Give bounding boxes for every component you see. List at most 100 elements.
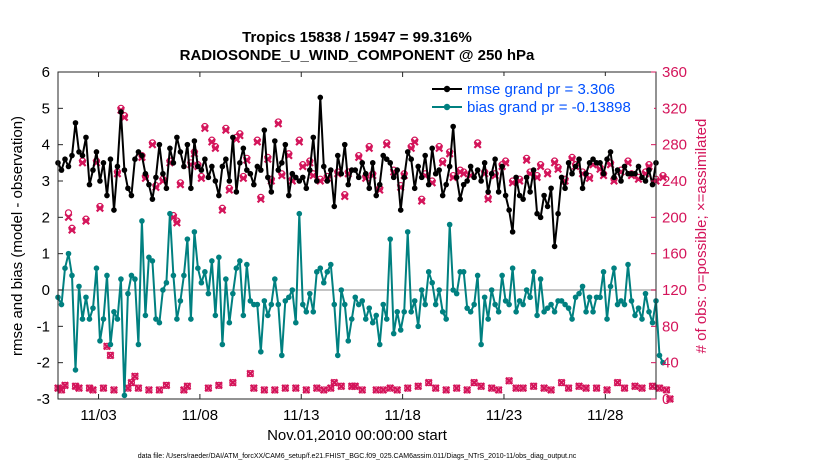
bias-point [537, 276, 544, 282]
obs-assimilated-marker [536, 162, 545, 171]
y-axis-label: rmse and bias (model - observation) [9, 116, 26, 356]
bias-point [656, 352, 663, 359]
legend-rmse-label: rmse grand pr = 3.306 [467, 81, 615, 98]
rmse-point [411, 185, 418, 192]
bias-point [331, 301, 338, 308]
obs-assimilated-marker [358, 385, 367, 394]
rmse-point [69, 152, 75, 159]
obs-assimilated-marker [302, 385, 311, 394]
obs-assimilated-marker [547, 385, 556, 394]
obs-assimilated-marker [505, 376, 514, 385]
obs-assimilated-marker [228, 378, 237, 387]
rmse-point [163, 185, 170, 192]
bias-point [362, 316, 369, 322]
obs-possible-marker [425, 379, 433, 387]
rmse-point [422, 152, 428, 159]
rmse-point [541, 192, 547, 199]
y-tick-label: 3 [42, 173, 50, 190]
rmse-point [352, 167, 359, 173]
bias-point [642, 290, 649, 297]
rmse-point [223, 156, 229, 162]
rmse-point [614, 167, 621, 173]
bias-point [177, 298, 184, 304]
obs-possible-marker [302, 386, 310, 394]
bias-point [446, 221, 453, 228]
obs-assimilated-marker [78, 158, 87, 167]
bias-point [376, 341, 383, 348]
y-tick-label: 2 [42, 209, 50, 226]
obs-assimilated-marker [326, 384, 335, 393]
bias-point [618, 298, 624, 304]
chart-title: Tropics 15838 / 15947 = 99.316% [242, 29, 472, 46]
obs-possible-marker [271, 386, 279, 394]
rmse-point [177, 149, 184, 155]
y-right-tick-label: 160 [662, 246, 687, 263]
x-tick-label: 11/03 [80, 407, 116, 424]
rmse-point [534, 210, 540, 217]
bias-point [167, 210, 173, 217]
obs-possible-marker [582, 384, 590, 392]
obs-possible-marker [505, 377, 513, 385]
bias-point [387, 236, 394, 242]
obs-possible-marker [564, 384, 573, 392]
obs-possible-marker [557, 379, 566, 387]
rmse-point [415, 163, 421, 170]
y-right-tick-label: 320 [662, 100, 687, 117]
rmse-point [572, 163, 579, 170]
rmse-point [600, 170, 607, 177]
obs-assimilated-marker [319, 385, 328, 394]
bias-point [513, 309, 519, 315]
rmse-point [195, 163, 201, 170]
obs-assimilated-marker [550, 158, 559, 167]
bias-point [348, 316, 355, 322]
obs-assimilated-marker [414, 382, 423, 391]
bias-point [628, 298, 635, 304]
obs-assimilated-marker [277, 171, 286, 180]
obs-assimilated-marker [494, 385, 503, 394]
bias-point [425, 269, 432, 275]
obs-assimilated-marker [214, 381, 223, 390]
rmse-point [604, 156, 610, 162]
rmse-point [100, 160, 107, 166]
obs-assimilated-marker [340, 192, 349, 201]
rmse-point [429, 145, 435, 152]
obs-assimilated-marker [256, 195, 265, 204]
bias-point [254, 301, 261, 308]
bias-point [355, 301, 362, 308]
obs-assimilated-marker [631, 382, 639, 391]
bias-point [191, 229, 198, 235]
rmse-point [460, 181, 467, 188]
bias-point [422, 301, 428, 308]
rmse-point [544, 203, 551, 210]
bias-point [313, 269, 320, 275]
obs-assimilated-marker [540, 384, 549, 393]
rmse-point [181, 163, 187, 170]
obs-assimilated-marker [207, 137, 216, 146]
y-right-tick-label: 280 [662, 137, 687, 154]
rmse-point [121, 167, 128, 173]
obs-possible-marker [61, 381, 69, 389]
bias-point [481, 294, 488, 301]
obs-possible-marker [292, 384, 300, 392]
obs-assimilated-marker [477, 382, 486, 391]
bias-point [324, 269, 331, 275]
rmse-point [520, 196, 526, 202]
rmse-point [369, 160, 376, 166]
rmse-point [478, 178, 484, 184]
rmse-point [611, 174, 617, 181]
bias-point [439, 309, 446, 315]
rmse-point [635, 163, 642, 170]
bias-point [293, 319, 299, 326]
bias-point [107, 341, 114, 348]
obs-possible-marker [530, 382, 538, 390]
obs-assimilated-marker [417, 197, 426, 205]
x-tick-label: 11/08 [182, 407, 218, 424]
bias-point [93, 265, 100, 272]
bias-point [450, 287, 456, 293]
obs-possible-marker [145, 386, 153, 394]
bias-point [597, 294, 603, 301]
bias-point [244, 261, 250, 268]
rmse-point [72, 120, 79, 126]
bias-point [76, 283, 82, 290]
bias-point [436, 287, 442, 293]
